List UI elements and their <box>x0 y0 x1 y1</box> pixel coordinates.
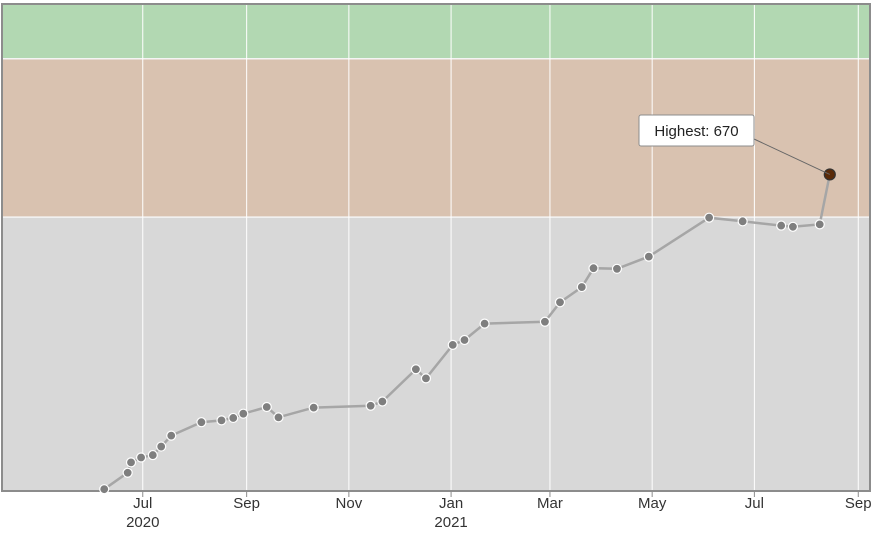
vertical-gridlines <box>142 4 859 491</box>
data-point[interactable] <box>308 402 319 413</box>
tooltip-box <box>638 114 755 147</box>
x-tick-label: Jul <box>133 495 152 512</box>
data-point[interactable] <box>787 221 799 232</box>
series-group <box>99 168 836 495</box>
x-tick-label: Mar <box>537 495 563 512</box>
data-point[interactable] <box>125 457 137 468</box>
data-point[interactable] <box>447 339 458 350</box>
band-2 <box>2 4 870 59</box>
x-tick-label: Jul <box>745 495 764 512</box>
data-point[interactable] <box>238 408 249 419</box>
x-tick-label: May <box>638 495 667 512</box>
data-point[interactable] <box>261 401 272 413</box>
data-point[interactable] <box>588 263 599 274</box>
data-point[interactable] <box>704 212 715 223</box>
data-point[interactable] <box>122 467 133 478</box>
x-tick-label: Sep <box>233 495 260 512</box>
data-point[interactable] <box>539 316 551 327</box>
data-point[interactable] <box>273 412 284 423</box>
data-point[interactable] <box>135 452 147 463</box>
data-point[interactable] <box>576 281 587 293</box>
x-tick-year-label: 2021 <box>434 514 467 531</box>
data-point[interactable] <box>365 400 376 411</box>
data-point[interactable] <box>410 364 421 375</box>
tooltip-connector <box>753 138 830 175</box>
x-tick-year-label: 2020 <box>126 514 159 531</box>
x-axis: Jul 2020 Sep Nov Jan 2021 Mar May Jul Sep <box>126 491 872 531</box>
data-point[interactable] <box>643 251 654 262</box>
data-point[interactable] <box>99 484 110 495</box>
data-point[interactable] <box>216 415 227 426</box>
data-point[interactable] <box>611 263 623 274</box>
plot-border <box>1 3 871 492</box>
data-point[interactable] <box>459 334 470 346</box>
data-point[interactable] <box>776 220 787 231</box>
background-bands <box>2 4 870 491</box>
band-0 <box>2 217 870 491</box>
x-tick-label: Sep <box>845 495 872 512</box>
highest-tooltip: Highest: 670 <box>638 114 830 175</box>
data-point[interactable] <box>196 417 207 428</box>
x-tick-label: Jan <box>439 495 463 512</box>
data-point[interactable] <box>147 449 158 461</box>
data-point[interactable] <box>554 297 566 308</box>
data-point[interactable] <box>737 216 748 227</box>
tooltip-label: Highest: 670 <box>654 123 738 140</box>
data-point[interactable] <box>814 219 825 230</box>
data-point[interactable] <box>377 396 388 407</box>
x-tick-label: Nov <box>336 495 363 512</box>
data-point[interactable] <box>479 318 490 329</box>
data-point[interactable] <box>228 412 239 424</box>
data-point[interactable] <box>156 441 167 452</box>
data-point[interactable] <box>420 373 432 384</box>
data-point[interactable] <box>166 430 177 441</box>
